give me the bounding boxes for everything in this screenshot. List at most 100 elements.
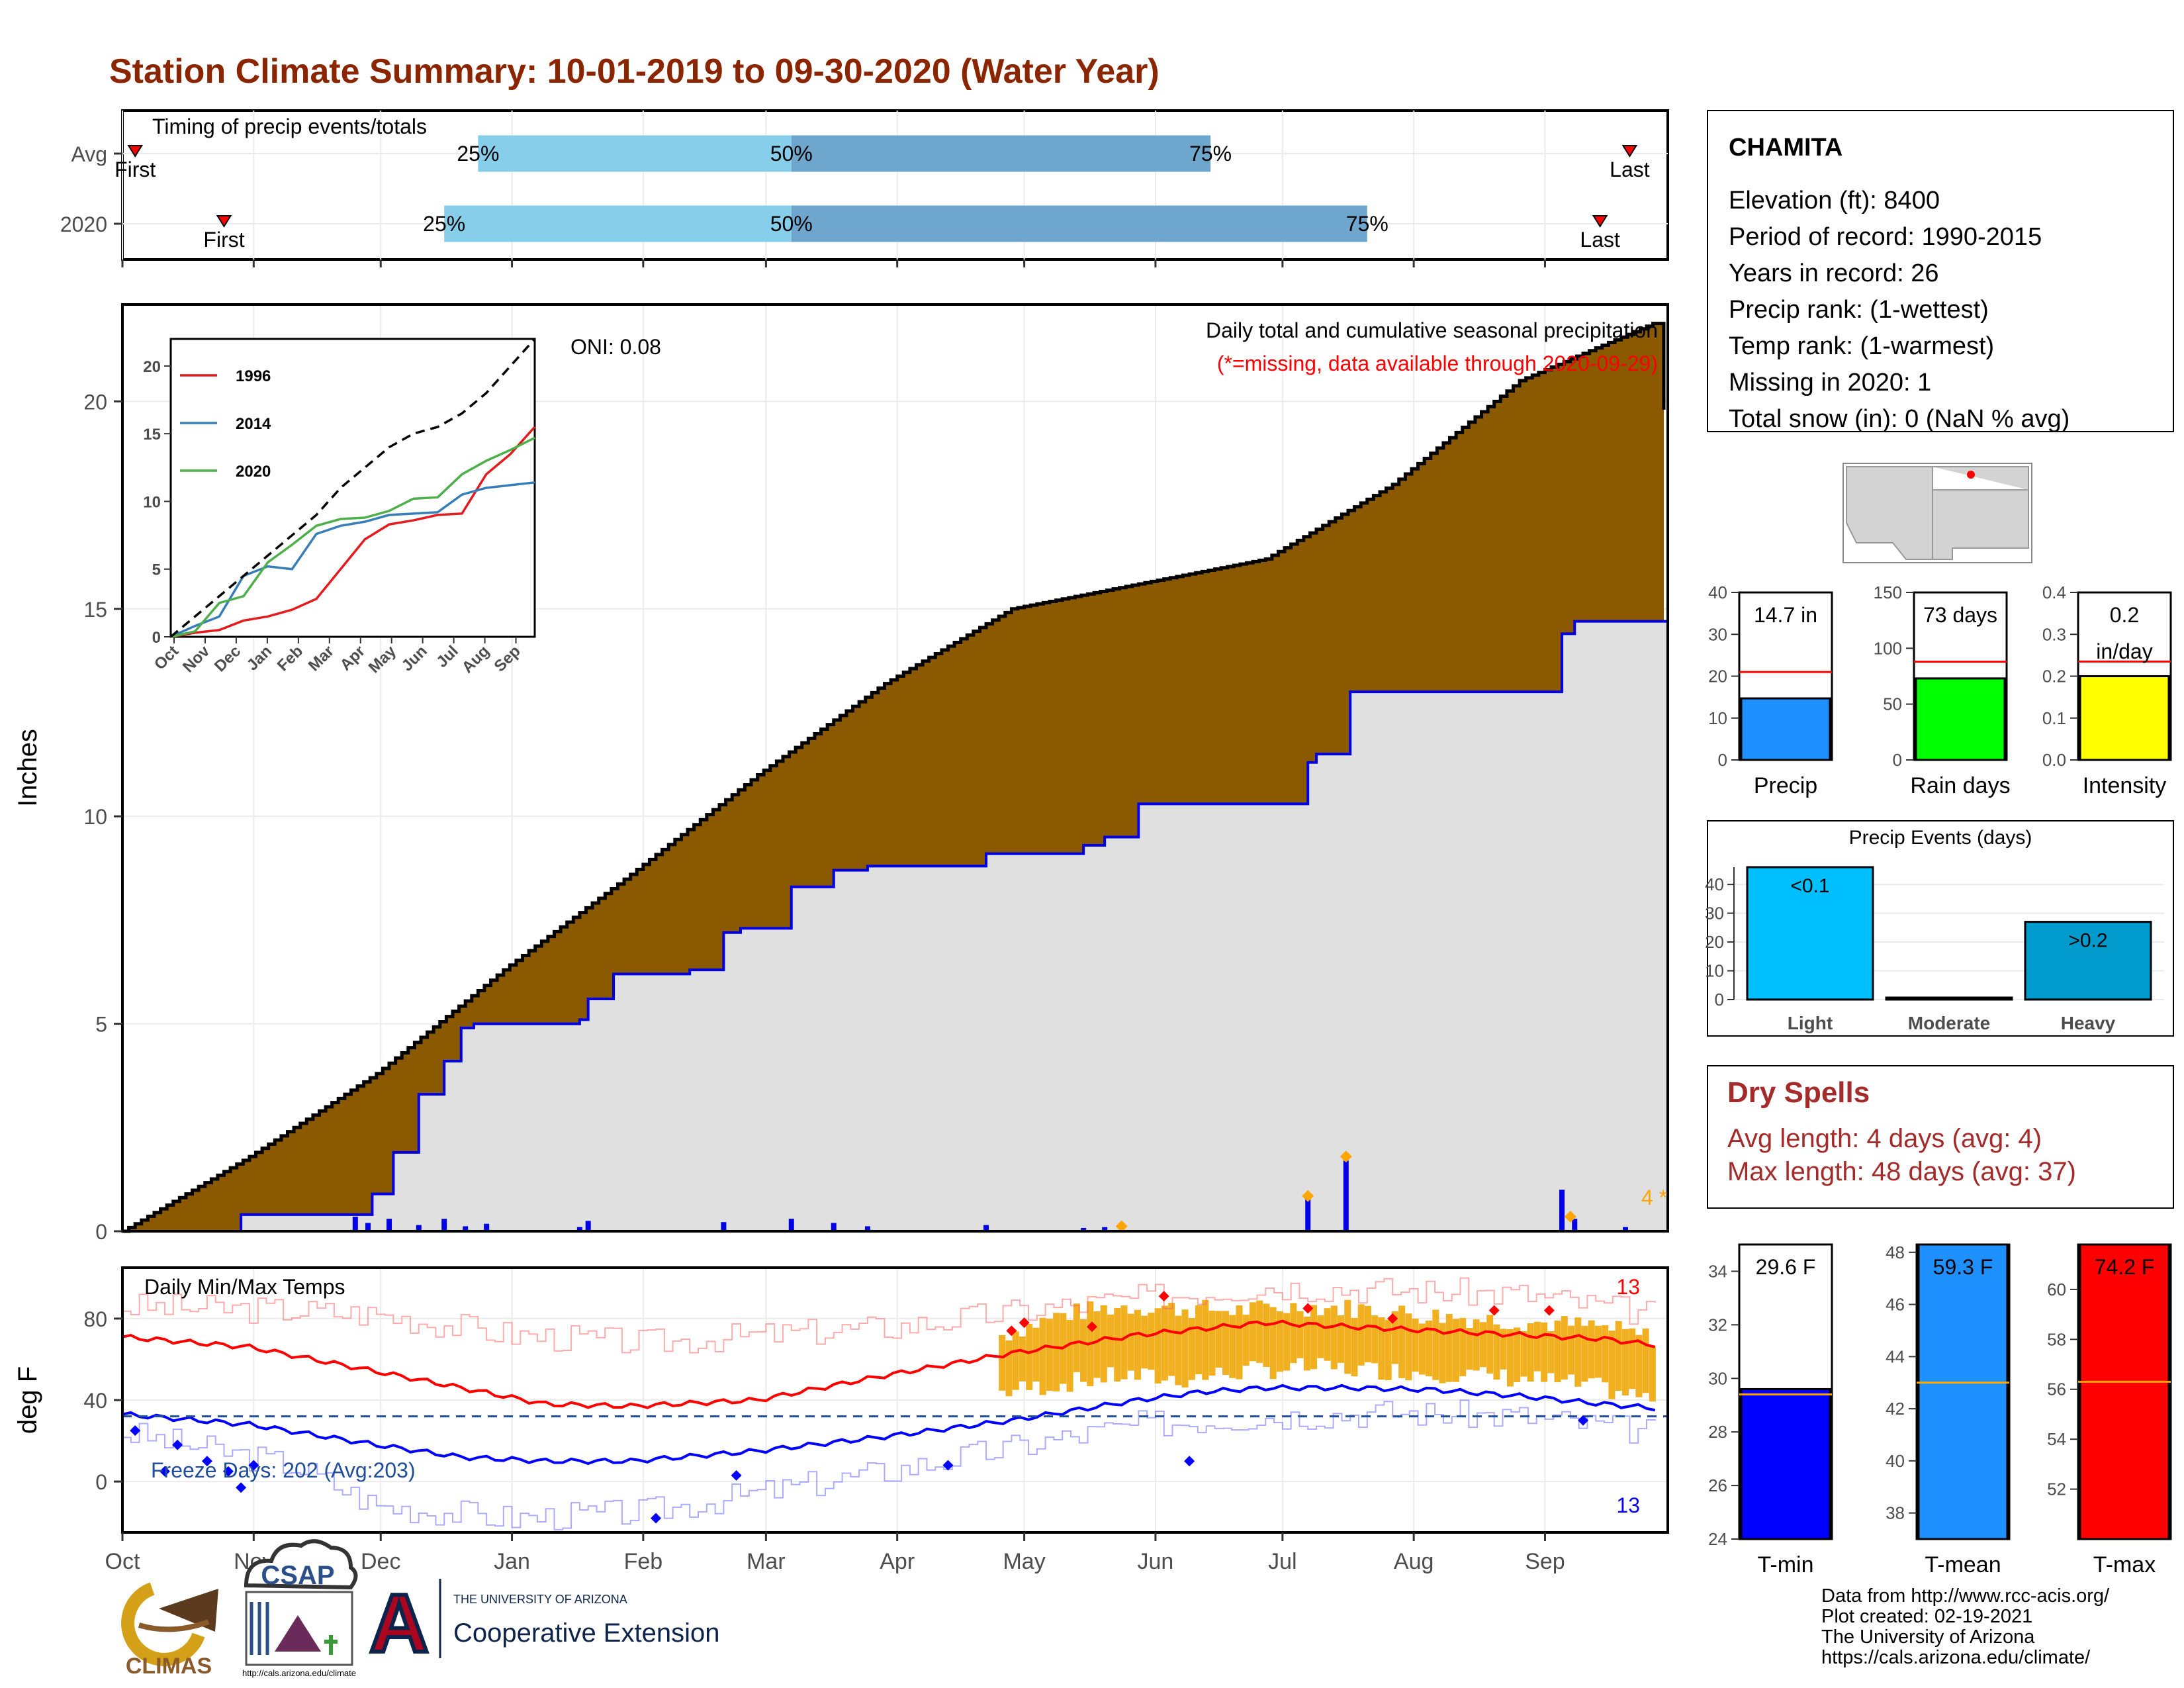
station-info-line: Temp rank: (1-warmest) [1729,332,1994,360]
timing-quantile-label: 50% [770,212,813,236]
timing-quantile-label: 50% [770,142,813,165]
daily-precip-bar [484,1223,490,1231]
missing-marker [1302,1190,1314,1202]
record-min-marker [1184,1456,1195,1467]
sbar-1-name: Rain days [1910,773,2010,798]
csap-cloud [244,1539,358,1590]
inset-frame [169,338,536,638]
climas-logo: CLIMAS [121,1582,218,1679]
month-label-Jul: Jul [1268,1549,1297,1574]
month-label-Dec: Dec [361,1549,400,1574]
daily-temp-range-bar [1547,1331,1555,1374]
current-cumulative-line [122,620,1666,1233]
daily-precip-bar [721,1222,727,1231]
precip-frame [121,303,1669,1233]
station-info-line: Total snow (in): 0 (NaN % avg) [1729,405,2070,433]
daily-temp-range-bar [1188,1318,1195,1380]
csap-url: http://cals.arizona.edu/climate [242,1668,356,1678]
daily-temp-range-bar [1412,1318,1419,1372]
inset-ytick-label: 0 [152,629,161,647]
climas-arc [121,1582,205,1666]
station-info-line: Elevation (ft): 8400 [1729,187,1940,214]
inset-ytick-label: 15 [143,426,161,444]
daily-temp-range-bar [1459,1317,1467,1376]
daily-temp-range-bar [1398,1305,1406,1378]
daily-temp-range-bar [1181,1309,1189,1388]
credits: Data from http://www.rcc-acis.org/Plot c… [1821,1585,2110,1668]
timing-first-marker [216,215,232,228]
precip-panel: 0 5 10 15 20 Daily total and cumulative seas… [13,303,1669,1244]
daily-precip-bar [463,1226,469,1231]
sbar-2-ytick-label: 0.1 [2042,708,2066,728]
daily-temp-range-bar [1297,1311,1304,1358]
daily-temp-range-bar [1120,1305,1128,1380]
events-bar-label-light: <0.1 [1790,875,1829,897]
tbar-1-ytick-label: 38 [1886,1503,1905,1523]
tbar-1-ytick-label: 40 [1886,1451,1905,1471]
daily-temp-range-bar [1222,1311,1230,1375]
daily-temp-range-bar [1351,1317,1358,1377]
daily-temp-range-bar [1208,1311,1216,1376]
record-max-line [122,1277,1656,1354]
record-min-marker [236,1482,247,1493]
daily-temp-range-bar [1256,1300,1263,1363]
freeze-days-label: Freeze Days: 202 (Avg:203) [151,1458,416,1482]
daily-temp-range-bar [1236,1305,1243,1380]
daily-temp-range-bar [1053,1313,1060,1392]
record-max-marker [1543,1305,1555,1316]
precip-y-axis: 0 5 10 15 20 [83,390,122,1244]
climas-wordmark: CLIMAS [126,1654,212,1679]
record-min-marker [1578,1415,1589,1426]
daily-temp-range-bar [1608,1331,1615,1399]
sbar-0-ytick-label: 0 [1718,750,1727,770]
sbar-1-value-label: 73 days [1923,603,1997,627]
daily-temp-range-bar [1242,1315,1250,1366]
inset-legend-label-1996: 1996 [236,367,271,385]
tbar-0-ytick-label: 24 [1708,1529,1727,1549]
daily-temp-range-bar [1418,1323,1426,1375]
daily-temp-range-bar [1541,1322,1548,1382]
daily-temp-range-bar [1026,1323,1033,1390]
daily-temp-range-bar [1371,1315,1379,1364]
logos: CLIMAS CSAP http://cals.arizona.edu/clim… [121,1539,719,1679]
daily-precip-bar [1572,1219,1578,1231]
tbar-2-bar [2079,1243,2170,1540]
daily-temp-range-bar [1229,1315,1236,1378]
daily-temp-range-bar [1344,1299,1351,1374]
tbar-0-bar [1740,1387,1831,1540]
timing-row-label: 2020 [60,212,107,236]
inset-legend-label-2014: 2014 [236,415,271,433]
sbar-2-ytick-label: 0.2 [2042,667,2066,686]
credit-line: Plot created: 02-19-2021 [1821,1606,2032,1627]
tbar-0-ytick-label: 26 [1708,1476,1727,1495]
daily-temp-range-bar [1500,1329,1507,1370]
csap-cactus [324,1635,338,1655]
daily-temp-range-bar [1080,1319,1087,1382]
daily-temp-range-bar [1249,1302,1256,1362]
daily-temp-range-bar [1093,1311,1101,1378]
daily-temp-range-bar [1276,1311,1283,1372]
month-label-Sep: Sep [1525,1549,1565,1574]
credit-line: The University of Arizona [1821,1626,2035,1648]
sbar-2-ytick-label: 0.3 [2042,624,2066,644]
daily-temp-range-bar [1642,1328,1649,1393]
daily-precip-bar [416,1225,422,1231]
daily-temp-range-bar [1574,1317,1582,1387]
precip-ytick-label: 20 [83,390,107,414]
ua-big-text: Cooperative Extension [453,1618,719,1648]
daily-temp-range-bar [1486,1315,1494,1374]
daily-temp-range-bar [1594,1325,1602,1378]
record-min-marker [731,1470,742,1481]
daily-precip-bar [1623,1227,1629,1231]
daily-temp-range-bar [1114,1307,1121,1382]
timing-row-label: Avg [71,142,107,166]
daily-temp-range-bar [1317,1315,1324,1358]
events-category-moderate: Moderate [1908,1013,1990,1033]
precip-chart-subtitle: (*=missing, data available through 2020-… [1217,352,1658,375]
sbar-0-ytick-label: 30 [1708,624,1727,644]
temp-ytick-label: 40 [83,1389,107,1413]
missing-count-label: 4 * [1641,1186,1667,1209]
temp-ylabel: deg F [13,1366,42,1434]
temp-ytick-label: 80 [83,1307,107,1331]
